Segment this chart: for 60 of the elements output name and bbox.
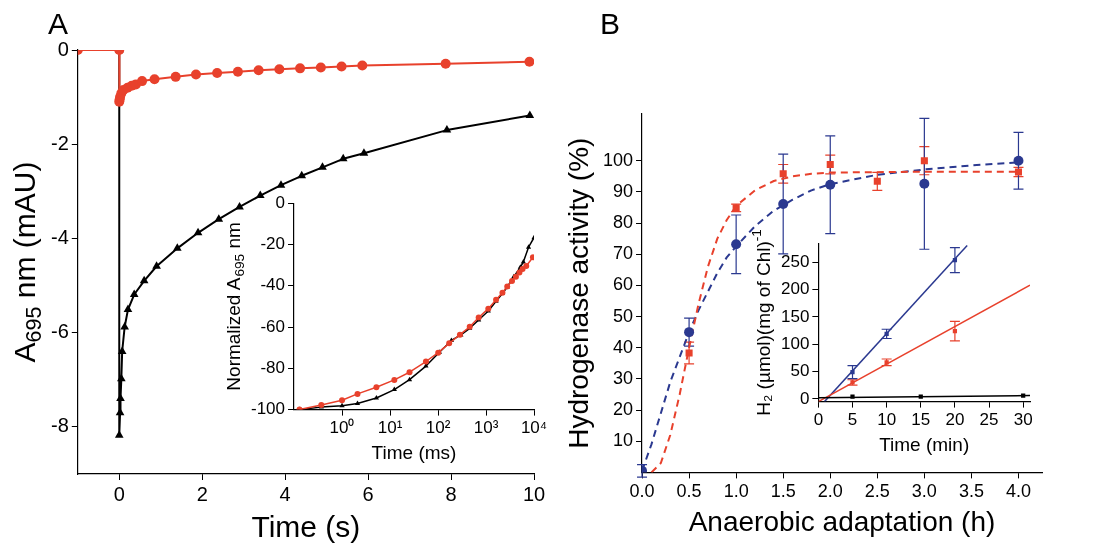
- y-tick-label: -4: [50, 225, 69, 248]
- x-tick-label: 8: [445, 482, 457, 505]
- y-tick-label: 60: [613, 274, 634, 295]
- y-axis-title: H₂ (µmol)(mg of Chl)-1: [749, 229, 774, 416]
- x-tick-label: 2: [196, 482, 208, 505]
- y-axis-title: Normalized A695 nm: [222, 222, 247, 391]
- x-tick-label: 10⁰: [329, 418, 355, 438]
- y-tick-label: 80: [613, 212, 634, 233]
- x-tick-label: 10: [877, 410, 897, 430]
- x-tick-label: 4.0: [1005, 481, 1031, 502]
- y-tick-label: 50: [613, 305, 634, 326]
- y-tick-label: 100: [780, 333, 810, 353]
- x-tick-label: 2.5: [864, 481, 890, 502]
- x-tick-label: 10⁴: [520, 418, 548, 438]
- x-tick-label: 10¹: [377, 418, 403, 438]
- x-tick-label: 0: [813, 410, 824, 430]
- chart-title: B: [600, 7, 621, 41]
- x-tick-label: 0: [113, 482, 125, 505]
- y-tick-label: -40: [260, 275, 286, 295]
- y-axis-title: Hydrogenase activity (%): [563, 137, 595, 449]
- y-tick-label: -6: [50, 320, 69, 343]
- y-tick-label: 90: [613, 180, 634, 201]
- x-axis-title: Anaerobic adaptation (h): [688, 506, 996, 538]
- y-tick-label: 70: [613, 243, 634, 264]
- y-tick-label: 100: [602, 149, 634, 170]
- y-tick-label: -20: [260, 234, 286, 254]
- x-tick-label: 3.0: [911, 481, 937, 502]
- x-tick-label: 20: [945, 410, 965, 430]
- x-tick-label: 1.5: [770, 481, 796, 502]
- x-tick-label: 15: [911, 410, 931, 430]
- y-tick-label: 250: [780, 252, 810, 271]
- y-tick-label: -2: [50, 131, 69, 154]
- x-tick-label: 0.5: [676, 481, 702, 502]
- x-tick-label: 6: [362, 482, 374, 505]
- y-tick-label: 0: [799, 388, 810, 408]
- y-tick-label: 150: [780, 306, 810, 326]
- y-tick-label: 200: [780, 279, 810, 299]
- y-tick-label: -100: [250, 399, 286, 419]
- x-tick-label: 0.0: [629, 481, 655, 502]
- x-tick-label: 4: [279, 482, 291, 505]
- y-tick-label: 0: [275, 192, 286, 212]
- x-axis-title: Time (ms): [371, 442, 457, 464]
- x-tick-label: 10³: [473, 418, 499, 438]
- y-tick-label: 50: [790, 361, 810, 381]
- x-tick-label: 30: [1013, 410, 1033, 430]
- x-tick-label: 1.0: [723, 481, 749, 502]
- y-tick-label: -80: [260, 358, 286, 378]
- x-tick-label: 5: [847, 410, 858, 430]
- y-tick-label: -8: [50, 414, 69, 437]
- y-tick-label: 40: [613, 336, 634, 357]
- x-axis-title: Time (s): [251, 509, 361, 543]
- x-tick-label: 2.0: [817, 481, 843, 502]
- y-tick-label: 30: [613, 367, 634, 388]
- x-tick-label: 25: [979, 410, 999, 430]
- x-axis-title: Time (min): [879, 434, 970, 456]
- y-axis-title: A695 nm (mAU): [8, 161, 47, 363]
- x-tick-label: 10: [522, 482, 546, 505]
- y-tick-label: -60: [260, 316, 286, 336]
- x-tick-label: 10²: [425, 418, 451, 438]
- x-tick-label: 3.5: [958, 481, 984, 502]
